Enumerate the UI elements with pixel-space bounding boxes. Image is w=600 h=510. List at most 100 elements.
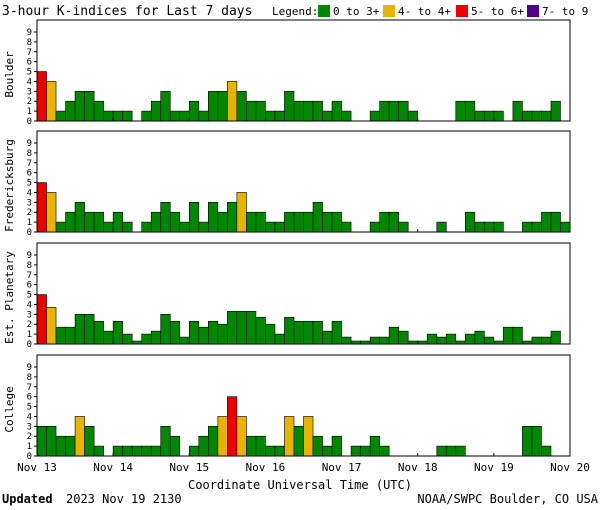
k-index-bar: [122, 221, 133, 233]
k-index-bar: [74, 314, 85, 345]
k-index-bar: [522, 426, 533, 457]
k-index-bar: [188, 100, 200, 122]
k-index-bar: [398, 100, 409, 122]
y-tick-label: 5: [27, 291, 32, 301]
k-index-bar: [541, 445, 552, 457]
k-index-bar: [388, 211, 399, 233]
k-index-bar: [369, 221, 380, 233]
k-index-bar: [331, 320, 342, 345]
k-index-bar: [531, 426, 542, 457]
k-index-bar: [303, 416, 314, 457]
k-index-bar: [341, 336, 352, 345]
k-index-bar: [208, 202, 219, 233]
k-index-bar: [198, 435, 209, 457]
k-index-bar: [369, 336, 380, 345]
y-tick-label: 2: [27, 320, 32, 330]
k-index-bar: [208, 426, 219, 457]
k-index-bar: [369, 110, 380, 122]
k-index-bar: [160, 314, 171, 345]
k-index-bar: [246, 435, 257, 457]
k-index-bar: [141, 445, 152, 457]
k-index-bar: [493, 221, 504, 233]
k-index-bar: [293, 426, 304, 457]
k-index-bar: [84, 314, 95, 345]
k-index-bar: [103, 221, 114, 233]
k-index-bar: [141, 110, 152, 122]
k-index-bar: [522, 110, 533, 122]
k-index-bar: [122, 333, 133, 345]
k-index-bar: [550, 100, 561, 122]
y-tick-label: 8: [27, 38, 32, 48]
k-index-bar: [65, 435, 76, 457]
k-index-bar: [379, 100, 390, 122]
k-index-bar: [474, 221, 485, 233]
k-index-bar: [426, 333, 438, 345]
k-index-bar: [255, 435, 266, 457]
k-index-bar: [46, 307, 57, 345]
y-tick-label: 0: [27, 228, 32, 238]
panel-title: Est. Planetary: [3, 251, 16, 344]
y-tick-label: 9: [27, 251, 32, 261]
k-index-bar: [246, 100, 257, 122]
k-index-bar: [331, 211, 342, 233]
k-index-bar: [188, 445, 200, 457]
k-index-bar: [93, 445, 104, 457]
k-index-bar: [217, 211, 228, 233]
k-index-bar: [169, 320, 181, 345]
k-index-bar: [388, 100, 399, 122]
panel-frame: [36, 242, 571, 345]
legend-label: Legend:: [272, 5, 318, 18]
y-tick-label: 4: [27, 77, 32, 87]
k-index-bar: [407, 110, 419, 122]
k-index-bar: [246, 211, 257, 233]
x-tick-label: Nov 13: [17, 461, 57, 474]
k-index-bar: [236, 416, 247, 457]
k-index-bar: [274, 445, 285, 457]
credit-text: NOAA/SWPC Boulder, CO USA: [417, 492, 598, 506]
y-tick-label: 4: [27, 300, 32, 310]
panel-title: Boulder: [3, 51, 16, 98]
y-tick-label: 9: [27, 28, 32, 38]
y-tick-label: 5: [27, 179, 32, 189]
y-tick-label: 6: [27, 169, 32, 179]
chart-title: 3-hour K-indices for Last 7 days: [2, 4, 252, 19]
k-index-bar: [474, 330, 485, 345]
x-axis: Nov 13 Nov 14 Nov 15 Nov 16 Nov 17 Nov 18 Nov …: [17, 461, 590, 474]
k-index-bar: [322, 110, 333, 122]
k-index-bar: [112, 445, 123, 457]
y-tick-label: 9: [27, 139, 32, 149]
y-tick-label: 6: [27, 281, 32, 291]
panel-title: Fredericksburg: [3, 139, 16, 232]
y-tick-label: 0: [27, 117, 32, 127]
k-index-bar: [331, 435, 342, 457]
k-index-bar: [84, 91, 95, 122]
k-index-bar: [150, 445, 162, 457]
k-index-bar: [236, 311, 247, 345]
k-index-bar: [227, 81, 238, 122]
k-index-bar: [436, 336, 447, 345]
k-index-bar: [179, 336, 190, 345]
k-index-bar: [122, 110, 133, 122]
legend-entry: 4- to 4+: [398, 5, 451, 18]
y-tick-label: 2: [27, 97, 32, 107]
k-index-bar: [550, 211, 561, 233]
k-index-bar: [436, 221, 447, 233]
k-index-bar: [227, 396, 238, 457]
k-index-bar: [227, 202, 238, 233]
k-index-bar: [112, 320, 123, 345]
k-index-bar: [150, 100, 162, 122]
k-index-bar: [265, 110, 276, 122]
y-tick-label: 0: [27, 340, 32, 350]
legend: 0 to 3+ 4- to 4+ 5- to 6+ 7- to 9: [318, 5, 588, 18]
y-tick-label: 2: [27, 432, 32, 442]
panel-frame: [36, 130, 571, 233]
k-index-bar: [284, 91, 295, 122]
k-index-bar: [541, 211, 552, 233]
k-index-bar: [236, 91, 247, 122]
k-index-bar: [455, 445, 466, 457]
k-index-bar: [293, 320, 304, 345]
k-index-bar: [208, 91, 219, 122]
k-index-bar: [484, 336, 495, 345]
